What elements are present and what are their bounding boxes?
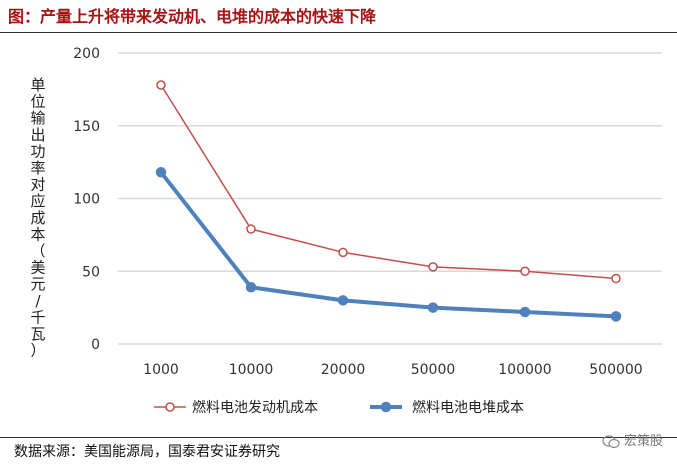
data-point <box>611 273 621 284</box>
x-tick-label: 500000 <box>589 362 642 378</box>
y-tick-label: 100 <box>73 192 100 208</box>
y-tick-label: 0 <box>91 337 100 353</box>
data-point <box>520 266 530 276</box>
legend-item-1: 燃料电池发动机成本 <box>154 399 318 416</box>
x-tick-label: 10000 <box>229 362 274 378</box>
y-tick-label: 50 <box>82 264 100 280</box>
wechat-icon <box>602 434 620 448</box>
y-axis-ticks: 0 50 100 150 200 <box>73 46 100 353</box>
y-axis-label: 单位输出功率对应成本（美元/千瓦） <box>30 76 45 360</box>
legend-label: 燃料电池电堆成本 <box>412 399 524 416</box>
watermark-text: 宏策股 <box>623 434 663 449</box>
watermark: 宏策股 <box>602 432 663 452</box>
source-note: 数据来源：美国能源局，国泰君安证券研究 <box>14 444 280 460</box>
data-point <box>428 262 438 272</box>
data-point <box>338 247 348 258</box>
x-tick-label: 50000 <box>411 362 456 378</box>
gridlines <box>118 52 662 345</box>
data-point <box>337 295 349 306</box>
series-line-1 <box>160 84 617 280</box>
data-point <box>245 282 257 293</box>
data-point <box>519 306 531 318</box>
data-point <box>156 80 166 90</box>
data-point <box>427 302 439 313</box>
x-tick-label: 20000 <box>321 362 366 378</box>
y-axis-title: 单位输出功率对应成本（美元/千瓦） <box>30 76 45 360</box>
legend: 燃料电池发动机成本 燃料电池电堆成本 <box>154 399 524 416</box>
legend-marker <box>165 402 175 412</box>
y-tick-label: 200 <box>73 46 100 62</box>
chart-title: 图：产量上升将带来发动机、电堆的成本的快速下降 <box>8 7 377 26</box>
data-point <box>246 224 256 234</box>
series-group <box>155 80 622 322</box>
data-point <box>155 167 167 178</box>
y-tick-label: 150 <box>73 119 100 135</box>
legend-item-2: 燃料电池电堆成本 <box>370 399 524 416</box>
series-line-2 <box>159 171 617 319</box>
legend-label: 燃料电池发动机成本 <box>192 399 318 416</box>
x-tick-label: 100000 <box>498 362 551 378</box>
legend-marker <box>380 401 392 413</box>
x-axis-ticks: 1000 10000 20000 50000 100000 500000 <box>143 362 643 378</box>
title-divider <box>0 32 677 33</box>
data-point <box>610 311 622 322</box>
footer-divider <box>0 437 677 438</box>
x-tick-label: 1000 <box>143 362 179 378</box>
